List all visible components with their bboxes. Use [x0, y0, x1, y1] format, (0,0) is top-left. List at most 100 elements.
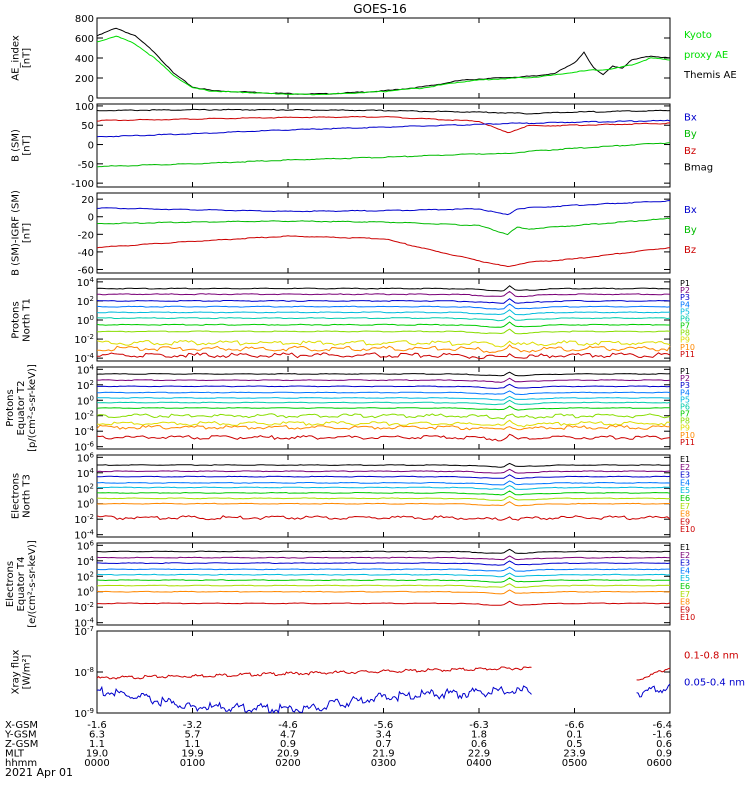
y-tick-label: 100	[75, 102, 94, 113]
series-group	[96, 285, 671, 360]
series-p2	[97, 377, 671, 383]
legend-item: proxy AE	[684, 50, 728, 61]
series-p2	[97, 290, 671, 298]
series-e7	[96, 495, 671, 502]
date-label: 2021 Apr 01	[5, 766, 73, 779]
legend-item: E1	[680, 543, 690, 552]
legend-item: P1	[680, 279, 690, 288]
x-axis-value: 0200	[275, 758, 300, 769]
legend-item: E1	[680, 455, 690, 464]
x-axis-value: 0500	[562, 758, 587, 769]
series-bx	[96, 119, 671, 138]
x-axis-value: 19.0	[86, 749, 108, 760]
panel-frame	[96, 278, 671, 362]
legend-item: P2	[680, 286, 690, 295]
series-p1	[96, 285, 671, 292]
legend-item: E5	[680, 486, 690, 495]
series-e1	[96, 548, 671, 554]
plot-title: GOES-16	[353, 2, 407, 16]
legend-item: P8	[680, 329, 690, 338]
x-axis-value: 0.5	[567, 739, 583, 750]
series-p7	[96, 405, 671, 411]
series-p10	[96, 344, 671, 354]
legend-item: E3	[680, 559, 690, 568]
legend-item: P5	[680, 307, 690, 316]
x-axis-value: 1.8	[471, 730, 487, 741]
x-axis-row-label: MLT	[5, 749, 25, 760]
y-axis-label: ElectronsEquator T4[e/(cm²-s-sr-keV)]	[5, 540, 38, 628]
legend-item: P7	[680, 410, 690, 419]
y-tick-label: 800	[75, 14, 94, 25]
series-group	[96, 462, 671, 521]
series-p7	[96, 321, 670, 328]
series-e8	[97, 501, 670, 507]
series-e3	[97, 474, 671, 480]
y-tick-label: 10-2	[74, 601, 94, 614]
x-axis-value: 0000	[84, 758, 109, 769]
x-axis-table: X-GSMY-GSMZ-GSMMLThhmm-1.66.31.119.00000…	[4, 720, 672, 769]
legend-item: P2	[680, 374, 690, 383]
legend-item: P9	[680, 424, 690, 433]
panel-bsm: -100 -50 0 50 100 B (SM)[nT] Bx By Bz Bmag	[11, 102, 714, 190]
legend-item: P7	[680, 322, 690, 331]
legend-item: P11	[680, 438, 695, 447]
series-e9	[97, 600, 671, 606]
x-axis-value: -6.4	[652, 720, 672, 731]
series-p5	[96, 395, 671, 401]
series-e8	[96, 589, 671, 595]
x-axis-value: 19.9	[181, 749, 203, 760]
x-axis-value: 6.3	[89, 730, 105, 741]
series-e2	[96, 555, 671, 561]
legend-item: E2	[680, 551, 690, 560]
legend-item: E10	[680, 613, 695, 622]
y-tick-label: 100	[77, 586, 94, 599]
legend-item: P5	[680, 395, 690, 404]
x-axis-value: 5.7	[185, 730, 201, 741]
series-bx	[97, 200, 671, 216]
x-axis-value: -1.6	[87, 720, 107, 731]
x-axis-value: -3.2	[183, 720, 203, 731]
x-axis-value: -5.6	[374, 720, 394, 731]
x-axis-value: 0600	[647, 758, 672, 769]
legend-item: Bz	[684, 245, 696, 256]
panel-frame	[96, 454, 671, 538]
legend-item: P6	[680, 314, 690, 323]
x-axis-value: 0.9	[280, 739, 296, 750]
series-p11	[96, 433, 671, 442]
legend-item: By	[684, 225, 697, 236]
legend-item: P6	[680, 402, 690, 411]
series-e5	[97, 484, 671, 490]
x-axis-value: 0300	[371, 758, 396, 769]
series-p9	[96, 419, 671, 428]
y-tick-label: 0	[88, 213, 94, 224]
series-p10	[96, 424, 670, 431]
x-axis-value: 0.7	[376, 739, 392, 750]
series-p5	[96, 309, 671, 316]
x-axis-value: 0.9	[656, 749, 672, 760]
legend-item: By	[684, 129, 697, 140]
series-p11	[97, 352, 671, 360]
legend-item: E2	[680, 463, 690, 472]
series-e2	[96, 468, 671, 474]
series-group	[96, 200, 671, 268]
series-kyoto-proxy-ae	[96, 35, 671, 96]
series-group	[96, 548, 671, 606]
series-p8	[96, 413, 671, 420]
series-e3	[96, 560, 671, 566]
legend-item: Bx	[684, 113, 697, 124]
legend-item: E4	[680, 478, 690, 487]
series-group	[96, 371, 671, 442]
legend-item: E3	[680, 471, 690, 480]
y-tick-label: 102	[77, 379, 94, 392]
y-tick-label: 10-2	[74, 410, 94, 423]
series-p9	[96, 339, 671, 348]
series-e7	[96, 583, 671, 588]
y-tick-label: 102	[77, 570, 94, 583]
y-tick-label: 106	[77, 539, 95, 552]
legend-item: Bmag	[684, 162, 713, 173]
series-0-1-0-8-nm-segment	[636, 667, 671, 681]
